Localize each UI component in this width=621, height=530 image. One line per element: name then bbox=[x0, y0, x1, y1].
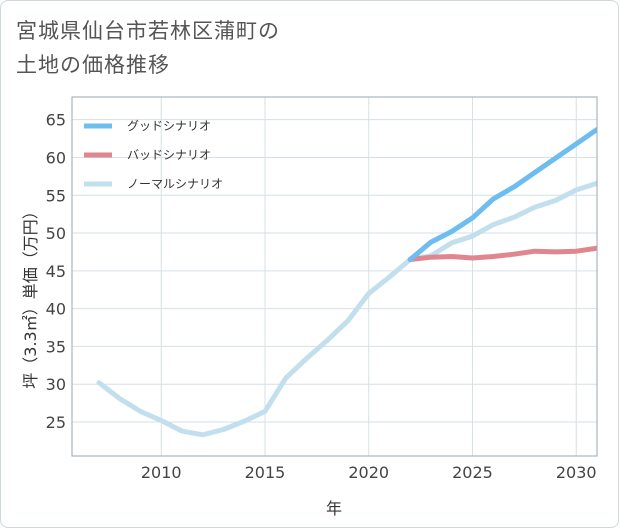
y-tick-label: 40 bbox=[46, 300, 66, 319]
legend-item-bad: バッドシナリオ bbox=[84, 148, 211, 162]
legend: グッドシナリオ バッドシナリオ ノーマルシナリオ bbox=[84, 119, 223, 191]
series-line-good bbox=[407, 127, 597, 262]
y-tick-label: 60 bbox=[46, 148, 66, 167]
legend-label-normal: ノーマルシナリオ bbox=[127, 177, 223, 191]
chart-title: 宮城県仙台市若林区蒲町の 土地の価格推移 bbox=[16, 14, 280, 82]
legend-label-good: グッドシナリオ bbox=[127, 119, 211, 133]
grid-layer bbox=[72, 97, 597, 456]
chart-title-line1: 宮城県仙台市若林区蒲町の bbox=[16, 19, 280, 43]
legend-item-normal: ノーマルシナリオ bbox=[84, 177, 223, 191]
x-tick-label: 2015 bbox=[245, 463, 286, 482]
legend-item-good: グッドシナリオ bbox=[84, 119, 211, 133]
chart-title-line2: 土地の価格推移 bbox=[16, 53, 170, 77]
x-axis-label: 年 bbox=[326, 499, 342, 518]
y-tick-label: 45 bbox=[46, 262, 66, 281]
y-tick-label: 30 bbox=[46, 375, 66, 394]
series-line-bad bbox=[407, 245, 597, 262]
x-tick-label: 2020 bbox=[348, 463, 389, 482]
y-tick-label: 50 bbox=[46, 224, 66, 243]
x-tick-label: 2030 bbox=[556, 463, 597, 482]
y-tick-label: 35 bbox=[46, 337, 66, 356]
y-tick-label: 65 bbox=[46, 111, 66, 130]
series-layer bbox=[96, 127, 597, 438]
x-tick-label: 2025 bbox=[452, 463, 493, 482]
tick-labels: 25 30 35 40 45 50 55 60 65 2010 2015 2020 2025 2030 bbox=[46, 111, 597, 482]
y-axis-label: 坪（3.3㎡）単価（万円） bbox=[21, 203, 40, 388]
x-tick-label: 2010 bbox=[141, 463, 182, 482]
y-tick-label: 25 bbox=[46, 413, 66, 432]
y-tick-label: 55 bbox=[46, 186, 66, 205]
plot-area-border bbox=[71, 96, 598, 457]
series-line-normal bbox=[96, 180, 597, 438]
legend-label-bad: バッドシナリオ bbox=[127, 148, 211, 162]
